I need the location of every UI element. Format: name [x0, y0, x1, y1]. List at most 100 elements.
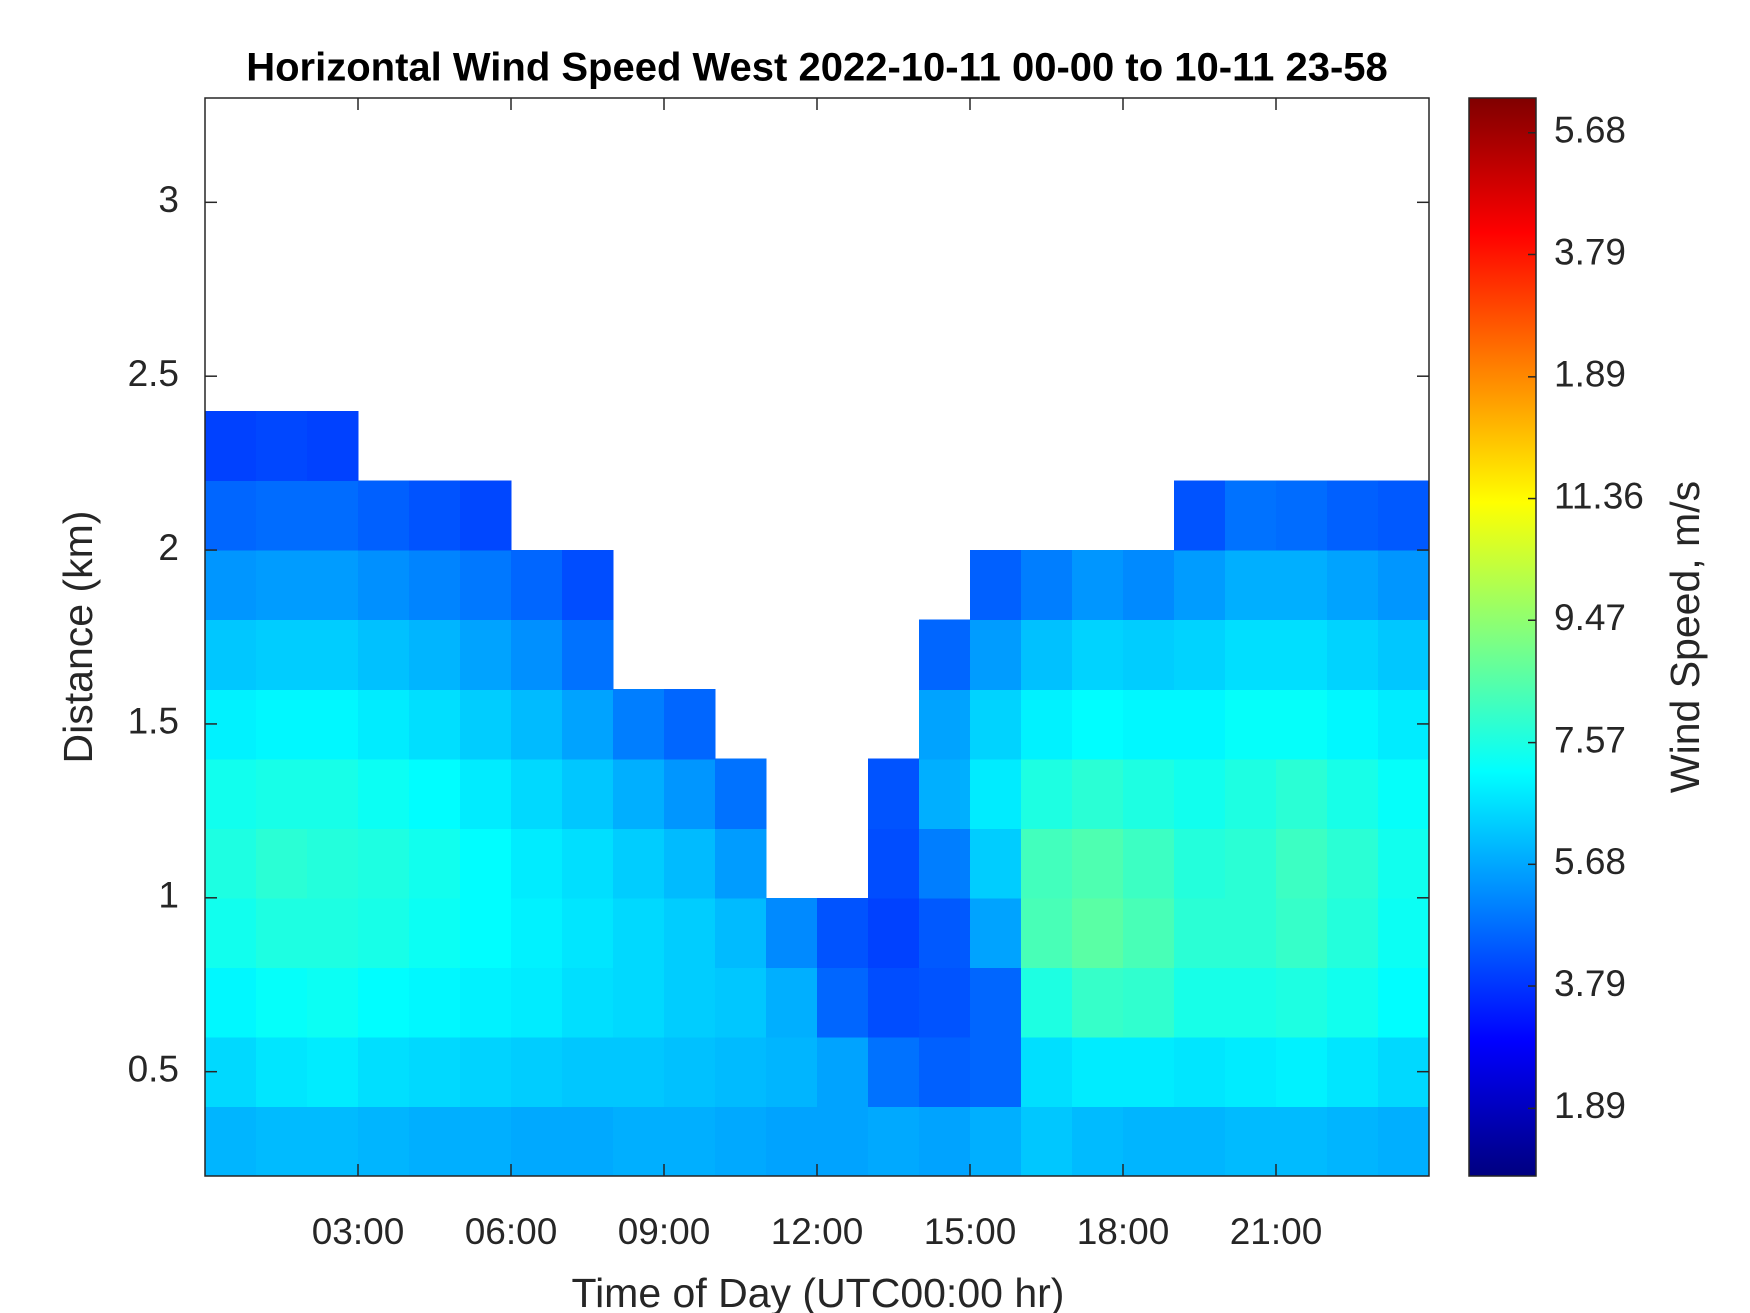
heatmap-cell: [460, 897, 512, 968]
heatmap-cell: [868, 1106, 920, 1177]
heatmap-cell: [1174, 1036, 1226, 1108]
heatmap-cell: [1123, 758, 1175, 829]
heatmap-cell: [1021, 967, 1073, 1038]
heatmap-cell: [970, 689, 1022, 760]
heatmap-cell: [256, 897, 308, 968]
heatmap-cell: [511, 1036, 563, 1108]
heatmap-cell: [1174, 828, 1226, 899]
colorbar-tick-label: 3.79: [1554, 231, 1626, 272]
heatmap-cell: [409, 967, 461, 1038]
heatmap-cell: [1123, 689, 1175, 760]
heatmap-cell: [868, 897, 920, 968]
heatmap-cell: [562, 828, 614, 899]
heatmap-cell: [256, 619, 308, 690]
heatmap-cell: [766, 1106, 818, 1177]
heatmap-cell: [1021, 1036, 1073, 1108]
heatmap-cell: [1072, 689, 1124, 760]
heatmap-cell: [919, 758, 971, 829]
heatmap-cell: [970, 758, 1022, 829]
heatmap-cell: [358, 828, 410, 899]
colorbar: [1468, 97, 1537, 1177]
heatmap-cell: [460, 550, 512, 621]
heatmap-cell: [205, 480, 257, 551]
heatmap-cell: [1276, 689, 1328, 760]
heatmap-cell: [1378, 897, 1430, 968]
heatmap-cell: [307, 689, 359, 760]
heatmap-cell: [1072, 967, 1124, 1038]
x-tick-label: 09:00: [618, 1211, 711, 1252]
chart-title: Horizontal Wind Speed West 2022-10-11 00…: [246, 46, 1388, 90]
heatmap-cell: [1174, 897, 1226, 968]
heatmap-cell: [205, 619, 257, 690]
heatmap-cell: [919, 828, 971, 899]
heatmap-cell: [817, 897, 869, 968]
heatmap-cell: [1378, 967, 1430, 1038]
heatmap-cell: [970, 967, 1022, 1038]
heatmap-cell: [1072, 828, 1124, 899]
heatmap-cell: [1327, 619, 1379, 690]
heatmap-cell: [715, 1036, 767, 1108]
heatmap-cell: [664, 897, 716, 968]
heatmap-cell: [1021, 758, 1073, 829]
heatmap-cell: [868, 967, 920, 1038]
heatmap-cell: [205, 828, 257, 899]
heatmap-cell: [1327, 480, 1379, 551]
heatmap-cell: [409, 828, 461, 899]
heatmap-cell: [1327, 828, 1379, 899]
heatmap-cell: [613, 967, 665, 1038]
y-tick-label: 1.5: [128, 701, 179, 742]
heatmap-cell: [307, 758, 359, 829]
heatmap-cell: [256, 1106, 308, 1177]
heatmap-cell: [868, 828, 920, 899]
heatmap-cell: [562, 689, 614, 760]
heatmap-cell: [1072, 550, 1124, 621]
heatmap-cell: [256, 758, 308, 829]
heatmap-cell: [1378, 550, 1430, 621]
heatmap-cell: [715, 967, 767, 1038]
heatmap-cell: [562, 550, 614, 621]
heatmap-cell: [766, 967, 818, 1038]
heatmap-cell: [358, 897, 410, 968]
x-tick-label: 21:00: [1230, 1211, 1323, 1252]
heatmap-cell: [970, 1036, 1022, 1108]
heatmap-cell: [460, 689, 512, 760]
heatmap-cell: [1021, 828, 1073, 899]
heatmap-cell: [613, 897, 665, 968]
heatmap-cell: [1378, 619, 1430, 690]
heatmap-cell: [1327, 550, 1379, 621]
heatmap-cell: [970, 897, 1022, 968]
heatmap-cell: [562, 758, 614, 829]
heatmap-cell: [205, 1106, 257, 1177]
heatmap-cell: [1072, 619, 1124, 690]
heatmap-cell: [919, 1036, 971, 1108]
y-tick-label: 0.5: [128, 1048, 179, 1089]
heatmap-cell: [715, 1106, 767, 1177]
heatmap-cell: [664, 758, 716, 829]
heatmap-cell: [511, 1106, 563, 1177]
heatmap-cell: [970, 619, 1022, 690]
heatmap-cell: [307, 828, 359, 899]
heatmap-cell: [460, 619, 512, 690]
heatmap-cell: [1174, 1106, 1226, 1177]
heatmap-cell: [409, 1106, 461, 1177]
heatmap-cell: [715, 897, 767, 968]
heatmap-cell: [1021, 550, 1073, 621]
heatmap-cell: [664, 689, 716, 760]
heatmap-cell: [1225, 1106, 1277, 1177]
heatmap-cell: [1225, 1036, 1277, 1108]
heatmap-cell: [817, 1036, 869, 1108]
heatmap-cell: [256, 828, 308, 899]
heatmap-cell: [1276, 619, 1328, 690]
heatmap-cell: [1276, 480, 1328, 551]
colorbar-tick-label: 7.57: [1554, 719, 1626, 760]
heatmap-cell: [919, 897, 971, 968]
heatmap-cell: [766, 897, 818, 968]
heatmap-cell: [1276, 1106, 1328, 1177]
heatmap-cell: [562, 619, 614, 690]
heatmap-cell: [460, 758, 512, 829]
heatmap-cell: [613, 1036, 665, 1108]
heatmap-cell: [1225, 689, 1277, 760]
colorbar-tick-label: 3.79: [1554, 963, 1626, 1004]
heatmap-cell: [1123, 828, 1175, 899]
heatmap-cell: [460, 828, 512, 899]
